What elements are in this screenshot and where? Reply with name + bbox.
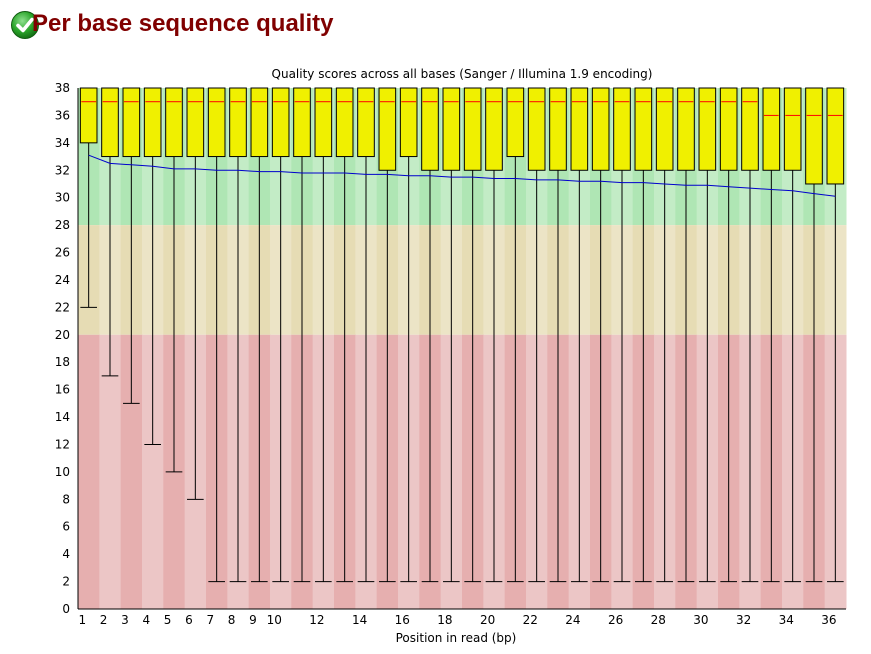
box xyxy=(485,87,503,171)
box xyxy=(591,87,610,171)
box xyxy=(207,87,226,158)
box xyxy=(442,87,461,171)
box xyxy=(570,87,589,171)
y-tick-label: 30 xyxy=(55,191,70,205)
x-tick-label: 22 xyxy=(523,613,538,627)
box xyxy=(378,87,397,171)
x-tick-label: 26 xyxy=(608,613,623,627)
x-tick-label: 5 xyxy=(164,613,172,627)
y-tick-label: 2 xyxy=(62,575,70,589)
y-tick-label: 26 xyxy=(55,246,70,260)
box xyxy=(719,87,738,171)
box xyxy=(634,87,653,171)
x-axis-ticks: 1 2 3 4 5 6 7 8 9 10 12 14 16 18 20 22 24 26 28 30 32 34 36 xyxy=(78,613,836,627)
y-tick-label: 10 xyxy=(55,465,70,479)
x-tick-label: 36 xyxy=(821,613,836,627)
box xyxy=(186,87,205,158)
x-tick-label: 10 xyxy=(267,613,282,627)
mean-line xyxy=(88,154,836,197)
y-tick-label: 4 xyxy=(62,547,70,561)
box xyxy=(293,87,311,158)
y-tick-label: 22 xyxy=(55,300,70,314)
box xyxy=(613,87,631,171)
y-tick-label: 34 xyxy=(55,136,70,150)
y-tick-label: 12 xyxy=(55,437,70,451)
y-tick-label: 0 xyxy=(62,602,70,616)
medians xyxy=(81,101,843,116)
x-tick-label: 30 xyxy=(693,613,708,627)
box xyxy=(741,87,759,171)
box xyxy=(549,87,567,171)
x-tick-label: 18 xyxy=(437,613,452,627)
x-tick-label: 34 xyxy=(779,613,794,627)
box xyxy=(805,87,823,185)
box xyxy=(165,87,183,158)
chart-title: Quality scores across all bases (Sanger … xyxy=(272,67,653,81)
box xyxy=(101,87,119,158)
box xyxy=(421,87,439,171)
box xyxy=(677,87,695,171)
x-tick-label: 12 xyxy=(309,613,324,627)
x-tick-label: 20 xyxy=(480,613,495,627)
y-tick-label: 16 xyxy=(55,383,70,397)
y-tick-label: 28 xyxy=(55,218,70,232)
pass-check-icon xyxy=(11,11,39,39)
y-tick-label: 6 xyxy=(62,520,70,534)
zone-poor-stripe xyxy=(99,334,122,609)
y-tick-label: 32 xyxy=(55,163,70,177)
x-axis-label: Position in read (bp) xyxy=(396,631,517,645)
x-tick-label: 32 xyxy=(736,613,751,627)
box xyxy=(655,87,674,171)
y-tick-label: 24 xyxy=(55,273,70,287)
box xyxy=(250,87,269,158)
x-tick-label: 1 xyxy=(78,613,86,627)
x-tick-label: 2 xyxy=(100,613,108,627)
box xyxy=(229,87,247,158)
box xyxy=(783,87,802,171)
x-tick-label: 24 xyxy=(565,613,580,627)
box xyxy=(762,87,781,171)
y-tick-label: 20 xyxy=(55,328,70,342)
box xyxy=(506,87,525,158)
zone-poor-stripe xyxy=(78,334,100,609)
y-tick-label: 8 xyxy=(62,492,70,506)
x-tick-label: 4 xyxy=(142,613,150,627)
box xyxy=(463,87,482,171)
header xyxy=(10,10,40,50)
zone-poor-stripe xyxy=(142,334,164,609)
box xyxy=(79,87,98,144)
x-tick-label: 28 xyxy=(651,613,666,627)
box xyxy=(271,87,290,158)
box xyxy=(527,87,546,171)
box xyxy=(357,87,375,158)
x-tick-label: 8 xyxy=(228,613,236,627)
box xyxy=(122,87,141,158)
box xyxy=(143,87,162,158)
y-tick-label: 14 xyxy=(55,410,70,424)
axes xyxy=(77,88,846,610)
page-title: Per base sequence quality xyxy=(32,10,334,37)
y-tick-label: 38 xyxy=(55,81,70,95)
y-tick-label: 36 xyxy=(55,108,70,122)
x-tick-label: 14 xyxy=(352,613,367,627)
box xyxy=(314,87,333,158)
y-tick-label: 18 xyxy=(55,355,70,369)
x-tick-label: 3 xyxy=(121,613,129,627)
x-tick-label: 16 xyxy=(395,613,410,627)
box xyxy=(826,87,845,185)
boxes xyxy=(79,87,845,185)
x-tick-label: 7 xyxy=(206,613,214,627)
box xyxy=(335,87,354,158)
box xyxy=(399,87,418,158)
x-tick-label: 9 xyxy=(249,613,257,627)
x-tick-label: 6 xyxy=(185,613,193,627)
box xyxy=(698,87,717,171)
